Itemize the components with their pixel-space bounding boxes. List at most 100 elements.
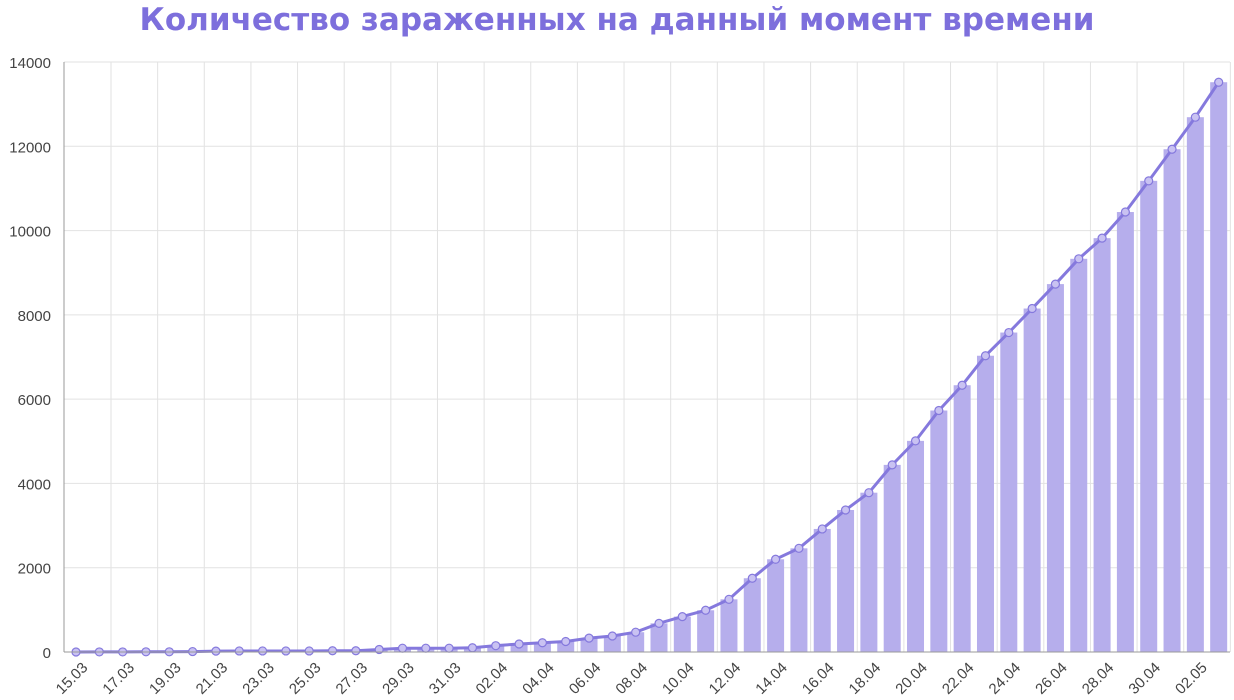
bar xyxy=(557,641,575,652)
x-tick-label: 19.03 xyxy=(146,659,185,698)
bar xyxy=(953,385,971,652)
data-point xyxy=(887,460,897,470)
x-tick-label: 24.04 xyxy=(986,659,1025,698)
data-point xyxy=(957,380,967,390)
bar xyxy=(533,642,551,652)
x-tick-label: 02.04 xyxy=(473,659,512,698)
data-point xyxy=(1144,176,1154,186)
grid-lines xyxy=(64,61,1231,653)
data-point xyxy=(351,646,361,656)
data-point xyxy=(607,631,617,641)
bar xyxy=(1163,149,1181,652)
x-tick-labels: 15.03 17.03 19.03 21.03 23.03 25.03 27.03 29.03… xyxy=(53,659,1211,698)
x-tick-label: 25.03 xyxy=(286,659,325,698)
x-tick-label: 28.04 xyxy=(1079,659,1118,698)
y-tick-label: 0 xyxy=(43,645,51,662)
bar xyxy=(627,632,645,652)
bar xyxy=(1186,117,1204,652)
data-point xyxy=(980,351,991,361)
bar xyxy=(813,528,831,652)
y-tick-label: 14000 xyxy=(9,55,51,72)
data-point xyxy=(234,646,244,656)
y-tick-label: 2000 xyxy=(18,561,51,578)
axes xyxy=(63,62,1230,653)
data-point xyxy=(304,646,314,656)
bar-series xyxy=(90,82,1228,653)
bar xyxy=(907,440,925,652)
x-tick-label: 16.04 xyxy=(799,659,838,698)
x-tick-label: 29.03 xyxy=(379,659,418,698)
bar xyxy=(720,599,738,652)
x-tick-label: 18.04 xyxy=(846,659,885,698)
data-point xyxy=(561,636,571,647)
x-tick-label: 15.03 xyxy=(53,659,92,698)
x-tick-label: 22.04 xyxy=(939,659,978,698)
bar xyxy=(743,578,761,652)
bar xyxy=(860,492,878,652)
x-tick-label: 02.05 xyxy=(1172,659,1211,698)
y-tick-labels: 0 2000 4000 6000 8000 10000 12000 14000 xyxy=(9,55,51,662)
bar xyxy=(837,509,855,652)
data-point xyxy=(677,611,687,622)
bar xyxy=(1116,212,1134,652)
x-tick-label: 06.04 xyxy=(566,659,605,698)
data-point xyxy=(444,643,454,653)
data-point xyxy=(631,627,641,637)
data-point xyxy=(817,524,827,534)
data-point xyxy=(491,641,501,651)
data-point xyxy=(1167,144,1177,154)
line-series xyxy=(71,77,1224,657)
data-point xyxy=(211,646,221,656)
data-point xyxy=(934,405,944,416)
chart-title: Количество зараженных на данный момент в… xyxy=(139,2,1095,38)
data-point xyxy=(1097,233,1107,243)
data-point xyxy=(397,643,408,653)
bar xyxy=(1093,238,1111,652)
data-point xyxy=(1214,77,1224,87)
bar xyxy=(1023,308,1041,652)
bar xyxy=(580,638,598,652)
data-point xyxy=(1120,207,1131,217)
data-point xyxy=(1190,112,1200,122)
y-tick-label: 8000 xyxy=(18,308,51,325)
data-point xyxy=(374,644,384,655)
data-point xyxy=(327,646,338,656)
x-tick-label: 17.03 xyxy=(99,659,138,698)
data-point xyxy=(514,639,524,649)
x-tick-label: 08.04 xyxy=(612,659,651,698)
data-point xyxy=(1004,327,1014,338)
x-tick-label: 23.03 xyxy=(239,659,278,698)
data-point xyxy=(654,618,664,628)
data-point xyxy=(910,436,921,446)
x-tick-label: 27.03 xyxy=(333,659,372,698)
data-point xyxy=(584,633,594,643)
bar xyxy=(1140,180,1158,653)
bar xyxy=(1046,284,1064,652)
y-tick-label: 6000 xyxy=(18,392,51,409)
x-tick-label: 21.03 xyxy=(193,659,232,698)
x-tick-label: 04.04 xyxy=(519,659,558,698)
y-tick-label: 12000 xyxy=(9,139,51,156)
bar xyxy=(1000,332,1018,652)
bar xyxy=(1210,82,1228,652)
bar xyxy=(767,559,785,652)
data-point xyxy=(864,488,874,498)
x-tick-label: 12.04 xyxy=(706,659,745,698)
data-point xyxy=(537,638,548,648)
bar xyxy=(603,635,621,652)
data-point xyxy=(421,643,431,653)
x-tick-label: 31.03 xyxy=(426,659,465,698)
x-tick-label: 20.04 xyxy=(892,659,931,698)
bar xyxy=(1070,258,1088,652)
x-tick-label: 30.04 xyxy=(1125,659,1164,698)
data-point xyxy=(1074,254,1084,264)
y-tick-label: 4000 xyxy=(18,476,51,493)
x-tick-label: 26.04 xyxy=(1032,659,1071,698)
bar xyxy=(697,610,715,652)
data-point xyxy=(794,543,804,553)
x-tick-label: 14.04 xyxy=(752,659,791,698)
data-point xyxy=(840,505,851,515)
bar xyxy=(930,410,948,652)
y-tick-label: 10000 xyxy=(9,224,51,241)
